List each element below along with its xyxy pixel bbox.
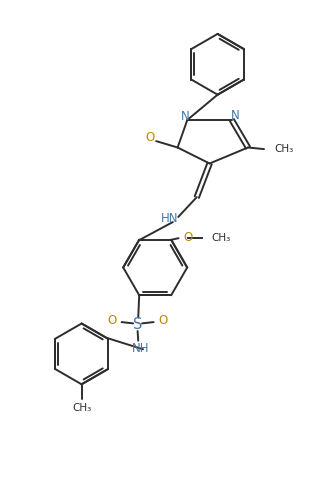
Text: O: O xyxy=(145,131,154,145)
Text: CH₃: CH₃ xyxy=(72,403,91,412)
Text: N: N xyxy=(231,109,240,122)
Text: N: N xyxy=(181,110,190,123)
Text: HN: HN xyxy=(161,212,178,225)
Text: NH: NH xyxy=(132,341,149,355)
Text: O: O xyxy=(159,314,168,327)
Text: CH₃: CH₃ xyxy=(212,233,231,243)
Text: O: O xyxy=(183,231,192,244)
Text: S: S xyxy=(133,317,142,332)
Text: O: O xyxy=(108,314,116,327)
Text: CH₃: CH₃ xyxy=(275,144,294,154)
